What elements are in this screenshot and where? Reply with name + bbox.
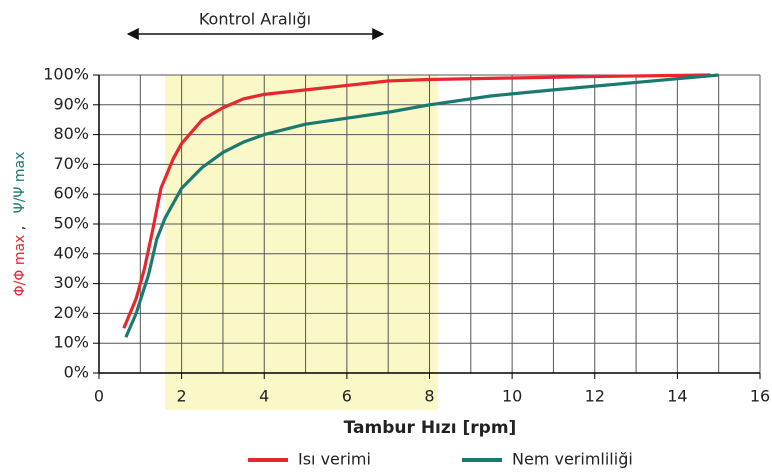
x-tick-label: 0	[94, 387, 104, 406]
y-tick-label: 100%	[43, 65, 89, 84]
y-axis-title: Φ/Φ max , Ψ/Ψ max	[12, 152, 28, 297]
y-label-part: ,	[12, 226, 28, 230]
y-tick-label: 0%	[64, 363, 89, 382]
y-tick-label: 20%	[53, 303, 89, 322]
y-tick-label: 80%	[53, 124, 89, 143]
x-tick-label: 8	[424, 387, 434, 406]
x-tick-label: 14	[667, 387, 687, 406]
series-line	[124, 73, 719, 338]
shade-layer	[165, 75, 438, 410]
shaded-range	[165, 75, 438, 410]
series-line	[122, 73, 711, 329]
x-tick-label: 16	[750, 387, 770, 406]
x-tick-label: 12	[585, 387, 605, 406]
annotation: Kontrol Aralığı	[199, 10, 311, 29]
x-tick-label: 2	[177, 387, 187, 406]
y-tick-label: 70%	[53, 154, 89, 173]
x-tick-label: 4	[259, 387, 269, 406]
x-tick-label: 6	[342, 387, 352, 406]
y-tick-label: 90%	[53, 94, 89, 113]
y-tick-label: 10%	[53, 333, 89, 352]
y-label-part: Φ/Φ max	[12, 235, 28, 297]
legend-label: Isı verimi	[298, 450, 371, 469]
y-tick-label: 50%	[53, 214, 89, 233]
y-tick-label: 40%	[53, 243, 89, 262]
y-tick-label: 30%	[53, 273, 89, 292]
legend-label: Nem verimliliği	[512, 450, 633, 469]
x-tick-label: 10	[502, 387, 522, 406]
x-axis-title: Tambur Hızı [rpm]	[344, 418, 517, 438]
y-label-part: Ψ/Ψ max	[12, 152, 28, 214]
y-tick-label: 60%	[53, 184, 89, 203]
